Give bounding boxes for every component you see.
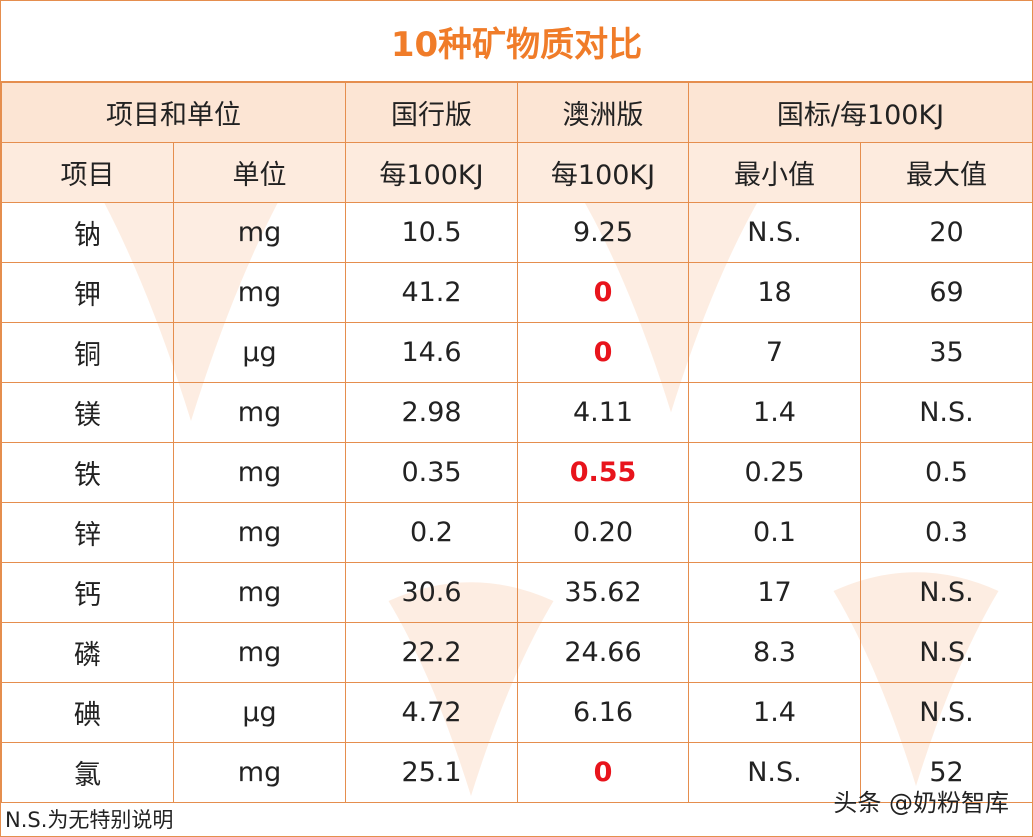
cell-item: 碘 [1,682,174,743]
cell-item: 铁 [1,442,174,503]
cell-domestic: 30.6 [345,562,518,623]
cell-item: 钾 [1,262,174,323]
table-row: 铜 μg 14.6 0 7 35 [1,322,1033,383]
cell-min: N.S. [688,742,861,803]
cell-unit: μg [173,682,346,743]
cell-domestic: 0.2 [345,502,518,563]
cell-australia: 4.11 [517,382,689,443]
footnote: N.S.为无特别说明 [1,802,1032,836]
header-unit: 单位 [173,142,346,203]
cell-unit: mg [173,382,346,443]
cell-unit: mg [173,442,346,503]
cell-max: N.S. [860,622,1033,683]
cell-max: N.S. [860,682,1033,743]
header-item-unit: 项目和单位 [1,82,346,143]
cell-min: 1.4 [688,682,861,743]
table-row: 镁 mg 2.98 4.11 1.4 N.S. [1,382,1033,443]
header-domestic-per: 每100KJ [345,142,518,203]
table-row: 钠 mg 10.5 9.25 N.S. 20 [1,202,1033,263]
header-domestic: 国行版 [345,82,518,143]
cell-domestic: 2.98 [345,382,518,443]
cell-australia: 24.66 [517,622,689,683]
table-row: 碘 μg 4.72 6.16 1.4 N.S. [1,682,1033,743]
cell-max: 52 [860,742,1033,803]
cell-australia: 0 [517,742,689,803]
cell-australia: 6.16 [517,682,689,743]
cell-item: 钙 [1,562,174,623]
cell-max: 35 [860,322,1033,383]
header-item: 项目 [1,142,174,203]
table-row: 磷 mg 22.2 24.66 8.3 N.S. [1,622,1033,683]
table-row: 钙 mg 30.6 35.62 17 N.S. [1,562,1033,623]
cell-max: N.S. [860,562,1033,623]
header-row-columns: 项目 单位 每100KJ 每100KJ 最小值 最大值 [1,142,1033,203]
cell-min: 0.25 [688,442,861,503]
cell-min: 8.3 [688,622,861,683]
cell-max: 69 [860,262,1033,323]
cell-unit: mg [173,202,346,263]
cell-max: 0.5 [860,442,1033,503]
cell-domestic: 41.2 [345,262,518,323]
cell-australia: 0 [517,262,689,323]
cell-domestic: 25.1 [345,742,518,803]
cell-min: N.S. [688,202,861,263]
cell-unit: mg [173,622,346,683]
cell-domestic: 4.72 [345,682,518,743]
cell-unit: mg [173,742,346,803]
cell-unit: mg [173,502,346,563]
cell-min: 0.1 [688,502,861,563]
cell-item: 钠 [1,202,174,263]
cell-unit: μg [173,322,346,383]
table-row: 铁 mg 0.35 0.55 0.25 0.5 [1,442,1033,503]
cell-item: 铜 [1,322,174,383]
cell-australia: 0.55 [517,442,689,503]
cell-australia: 35.62 [517,562,689,623]
cell-domestic: 22.2 [345,622,518,683]
cell-item: 磷 [1,622,174,683]
cell-unit: mg [173,262,346,323]
cell-min: 7 [688,322,861,383]
table-body: 钠 mg 10.5 9.25 N.S. 20 钾 mg 41.2 0 18 69 铜 μg 14.6 0 7 35… [1,202,1033,803]
cell-min: 17 [688,562,861,623]
header-min: 最小值 [688,142,861,203]
table-row: 锌 mg 0.2 0.20 0.1 0.3 [1,502,1033,563]
cell-item: 镁 [1,382,174,443]
page-title: 10种矿物质对比 [1,1,1032,82]
cell-domestic: 0.35 [345,442,518,503]
cell-australia: 9.25 [517,202,689,263]
minerals-table: 项目和单位 国行版 澳洲版 国标/每100KJ 项目 单位 每100KJ 每10… [1,82,1033,803]
cell-max: 0.3 [860,502,1033,563]
header-australia-per: 每100KJ [517,142,689,203]
header-row-groups: 项目和单位 国行版 澳洲版 国标/每100KJ [1,82,1033,143]
header-max: 最大值 [860,142,1033,203]
cell-item: 锌 [1,502,174,563]
table-row: 氯 mg 25.1 0 N.S. 52 [1,742,1033,803]
cell-australia: 0.20 [517,502,689,563]
source-watermark: 头条 @奶粉智库 [833,789,1009,817]
header-standard: 国标/每100KJ [688,82,1033,143]
cell-australia: 0 [517,322,689,383]
table-row: 钾 mg 41.2 0 18 69 [1,262,1033,323]
cell-min: 1.4 [688,382,861,443]
cell-max: 20 [860,202,1033,263]
header-australia: 澳洲版 [517,82,689,143]
cell-max: N.S. [860,382,1033,443]
cell-domestic: 14.6 [345,322,518,383]
cell-item: 氯 [1,742,174,803]
cell-min: 18 [688,262,861,323]
cell-domestic: 10.5 [345,202,518,263]
cell-unit: mg [173,562,346,623]
